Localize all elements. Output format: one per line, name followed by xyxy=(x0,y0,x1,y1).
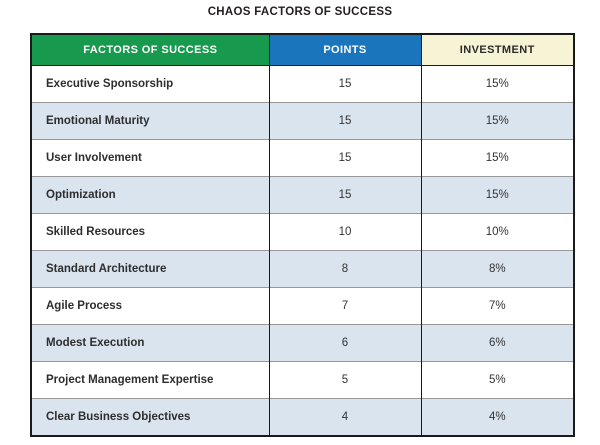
table-row: Project Management Expertise 5 5% xyxy=(30,361,575,399)
investment-cell: 10% xyxy=(420,213,575,251)
investment-cell: 5% xyxy=(420,361,575,399)
factor-cell: Executive Sponsorship xyxy=(30,65,270,103)
table-row: Optimization 15 15% xyxy=(30,176,575,214)
factor-cell: Optimization xyxy=(30,176,270,214)
table-row: Agile Process 7 7% xyxy=(30,287,575,325)
table-row: Skilled Resources 10 10% xyxy=(30,213,575,251)
investment-cell: 4% xyxy=(420,398,575,436)
points-cell: 5 xyxy=(268,361,422,399)
table-row: Executive Sponsorship 15 15% xyxy=(30,65,575,103)
points-cell: 7 xyxy=(268,287,422,325)
points-cell: 15 xyxy=(268,102,422,140)
factor-cell: User Involvement xyxy=(30,139,270,177)
factors-table: FACTORS OF SUCCESS POINTS INVESTMENT Exe… xyxy=(30,33,575,437)
points-cell: 6 xyxy=(268,324,422,362)
header-cell-investment: INVESTMENT xyxy=(420,34,575,66)
table-row: User Involvement 15 15% xyxy=(30,139,575,177)
points-cell: 4 xyxy=(268,398,422,436)
table-body: Executive Sponsorship 15 15% Emotional M… xyxy=(30,65,575,436)
factor-cell: Project Management Expertise xyxy=(30,361,270,399)
factor-cell: Clear Business Objectives xyxy=(30,398,270,436)
investment-cell: 6% xyxy=(420,324,575,362)
points-cell: 10 xyxy=(268,213,422,251)
table-header-row: FACTORS OF SUCCESS POINTS INVESTMENT xyxy=(30,34,575,66)
points-cell: 15 xyxy=(268,65,422,103)
page-title: CHAOS FACTORS OF SUCCESS xyxy=(207,6,393,18)
investment-cell: 15% xyxy=(420,176,575,214)
investment-cell: 8% xyxy=(420,250,575,288)
factor-cell: Agile Process xyxy=(30,287,270,325)
investment-cell: 7% xyxy=(420,287,575,325)
points-cell: 15 xyxy=(268,139,422,177)
table-row: Standard Architecture 8 8% xyxy=(30,250,575,288)
table-row: Clear Business Objectives 4 4% xyxy=(30,398,575,436)
investment-cell: 15% xyxy=(420,139,575,177)
points-cell: 15 xyxy=(268,176,422,214)
table-row: Emotional Maturity 15 15% xyxy=(30,102,575,140)
investment-cell: 15% xyxy=(420,102,575,140)
header-cell-factors: FACTORS OF SUCCESS xyxy=(30,34,270,66)
factor-cell: Skilled Resources xyxy=(30,213,270,251)
factor-cell: Emotional Maturity xyxy=(30,102,270,140)
factor-cell: Modest Execution xyxy=(30,324,270,362)
investment-cell: 15% xyxy=(420,65,575,103)
header-cell-points: POINTS xyxy=(268,34,422,66)
points-cell: 8 xyxy=(268,250,422,288)
table-row: Modest Execution 6 6% xyxy=(30,324,575,362)
factor-cell: Standard Architecture xyxy=(30,250,270,288)
